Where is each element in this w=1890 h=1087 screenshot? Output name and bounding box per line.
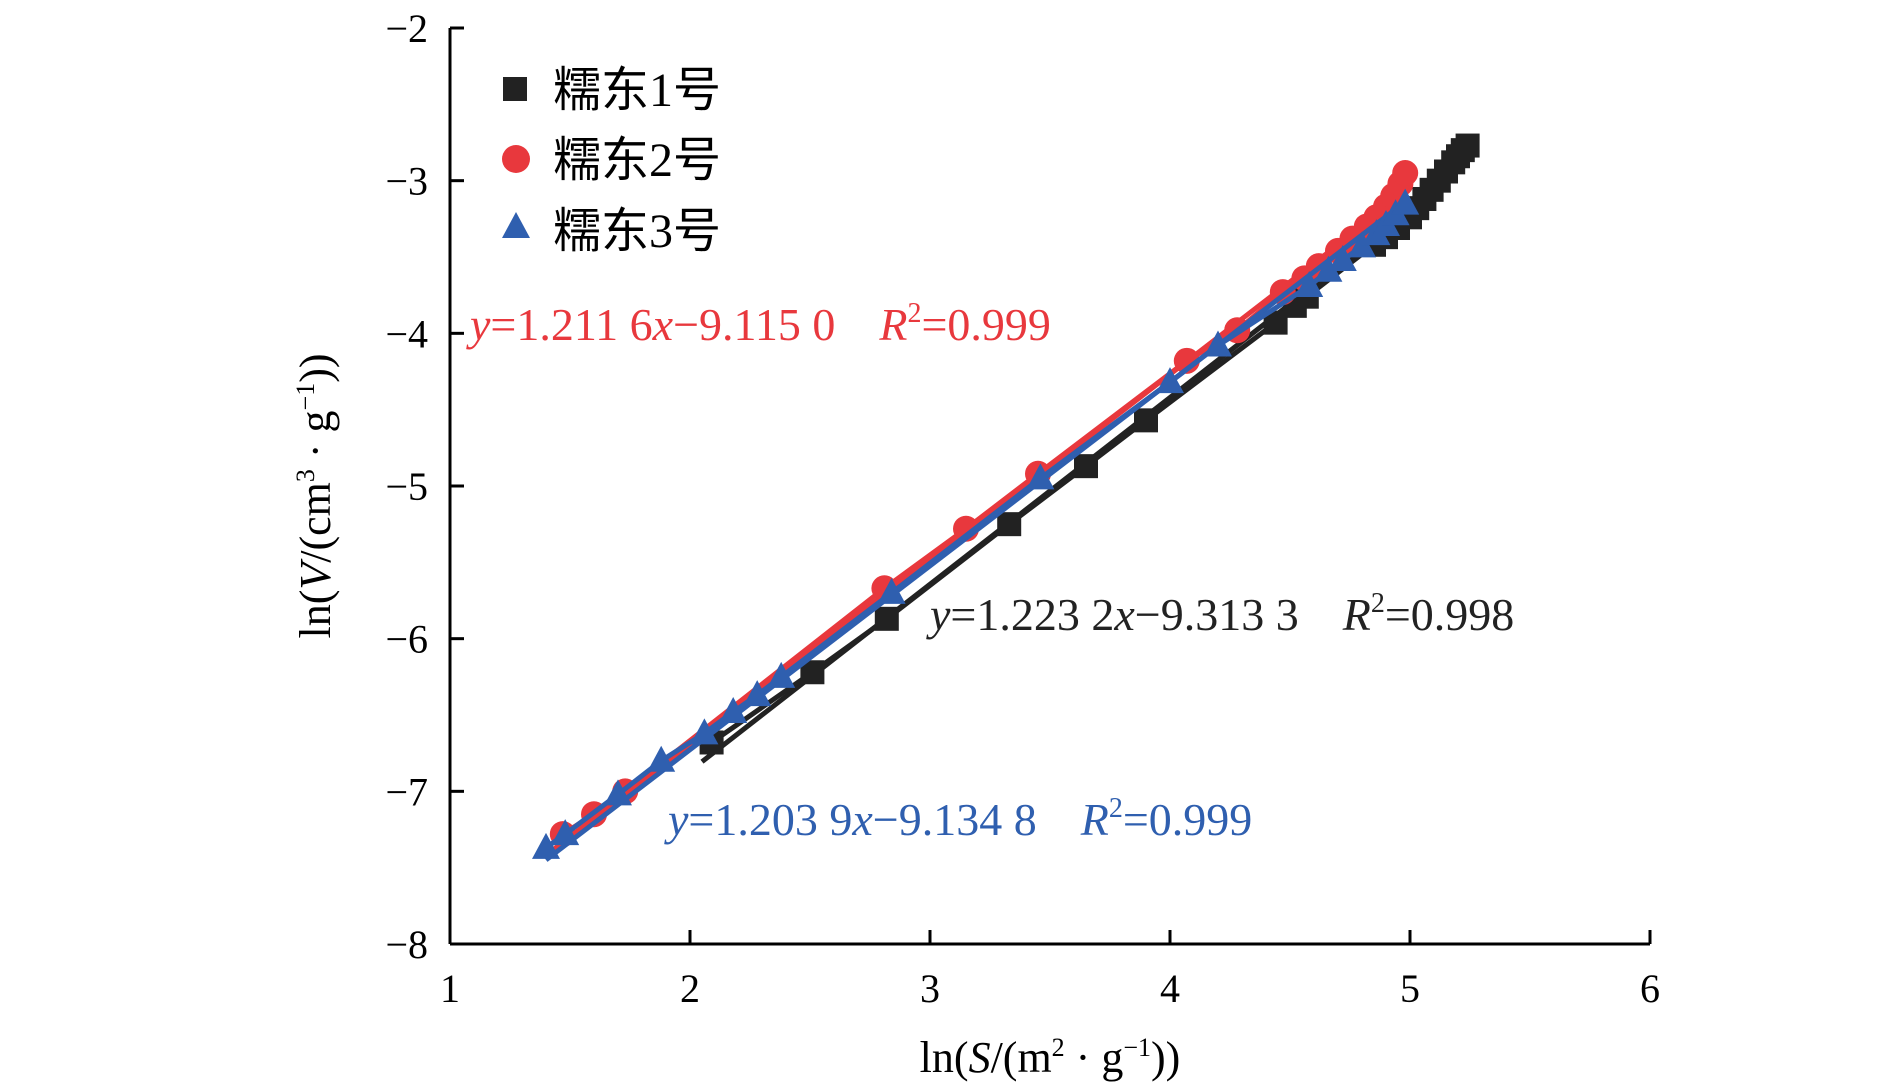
y-tick-label: −5	[385, 464, 428, 509]
y-axis-label-sup: 3	[291, 469, 320, 482]
data-point	[551, 819, 580, 846]
x-tick-label: 3	[920, 966, 940, 1011]
eq-r2: =0.998	[1385, 589, 1514, 640]
eq-r2: =0.999	[921, 299, 1050, 350]
y-axis-label: ln(V/(cm3 · g−1))	[291, 353, 340, 638]
data-point	[1328, 245, 1357, 272]
data-point	[1455, 133, 1480, 158]
eq-y: y	[466, 299, 491, 350]
y-tick-label: −4	[385, 311, 428, 356]
eq-intercept: −9.134 8	[873, 794, 1037, 845]
data-point	[647, 745, 676, 772]
data-point	[1314, 255, 1343, 282]
data-point	[690, 718, 719, 745]
y-axis-label-prefix: ln(	[291, 590, 340, 639]
y-axis-label-unit: /(cm	[291, 482, 340, 563]
y-tick-label: −3	[385, 159, 428, 204]
legend-label: 糯东3号	[553, 205, 721, 258]
equation-series-3: y=1.203 9x−9.134 8 R2=0.999	[664, 793, 1252, 845]
x-axis-label-unit: /(m	[991, 1033, 1052, 1082]
eq-r-sup: 2	[907, 298, 921, 329]
equation-series-2: y=1.211 6x−9.115 0 R2=0.999	[466, 298, 1051, 350]
eq-intercept: −9.313 3	[1135, 589, 1299, 640]
data-point	[767, 661, 796, 688]
y-tick-label: −7	[385, 769, 428, 814]
eq-y: y	[926, 589, 951, 640]
x-tick-label: 6	[1640, 966, 1660, 1011]
eq-slope: =1.211 6	[490, 299, 652, 350]
data-point	[1074, 454, 1098, 479]
y-tick-label: −2	[385, 6, 428, 51]
y-tick-label: −8	[385, 922, 428, 967]
x-tick-label: 4	[1160, 966, 1180, 1011]
eq-intercept: −9.115 0	[673, 299, 835, 350]
x-axis-label-dot: · g	[1065, 1033, 1124, 1082]
data-point	[1156, 367, 1184, 394]
eq-slope: =1.223 2	[950, 589, 1114, 640]
legend-marker-circle	[502, 145, 530, 173]
x-axis-label-sup: 2	[1052, 1033, 1065, 1062]
legend-label: 糯东2号	[553, 134, 721, 187]
y-axis-label-variable: V	[291, 558, 340, 590]
data-point	[1392, 160, 1419, 187]
series-3	[532, 188, 1420, 862]
axis-ticks: 1 2 3 4 5 6 −8 −7 −6 −5 −4 −3 −2	[385, 6, 1660, 1011]
eq-slope: =1.203 9	[688, 794, 852, 845]
data-point	[743, 680, 772, 707]
data-point	[1134, 408, 1158, 433]
eq-x: x	[1113, 589, 1135, 640]
eq-y: y	[664, 794, 689, 845]
series-line	[561, 172, 1408, 837]
data-point	[997, 512, 1022, 537]
x-axis-label: ln(S/(m2 · g−1))	[920, 1033, 1181, 1082]
y-axis-label-sup2: −1	[291, 383, 320, 411]
data-point	[874, 606, 899, 631]
data-point	[719, 696, 748, 723]
data-point	[1391, 188, 1420, 215]
plot-area	[532, 133, 1480, 862]
eq-r: R	[1080, 794, 1109, 845]
y-axis-label-dot: · g	[291, 410, 340, 469]
data-point	[1348, 231, 1376, 258]
legend: 糯东1号 糯东2号 糯东3号	[502, 64, 721, 258]
x-axis-label-suffix: ))	[1151, 1033, 1180, 1082]
data-point	[604, 779, 632, 806]
x-axis-label-prefix: ln(	[920, 1033, 969, 1082]
eq-x: x	[851, 794, 873, 845]
legend-label: 糯东1号	[553, 64, 721, 117]
data-point	[1204, 330, 1232, 357]
eq-r-sup: 2	[1109, 793, 1123, 824]
legend-marker-square	[503, 77, 527, 101]
x-tick-label: 2	[680, 966, 700, 1011]
y-axis-label-suffix: ))	[291, 353, 340, 382]
x-axis-label-variable: S	[969, 1033, 991, 1082]
data-point	[1295, 271, 1324, 298]
eq-r2: =0.999	[1123, 794, 1252, 845]
x-tick-label: 1	[440, 966, 460, 1011]
eq-r: R	[878, 299, 907, 350]
data-point	[877, 577, 906, 604]
eq-x: x	[652, 299, 674, 350]
eq-r: R	[1342, 589, 1371, 640]
y-tick-label: −6	[385, 617, 428, 662]
eq-r-sup: 2	[1371, 588, 1385, 619]
x-axis-label-sup2: −1	[1123, 1033, 1151, 1062]
legend-marker-triangle	[502, 212, 530, 238]
data-point	[532, 832, 560, 859]
data-point	[1026, 463, 1055, 490]
x-tick-label: 5	[1400, 966, 1420, 1011]
equation-series-1: y=1.223 2x−9.313 3 R2=0.998	[926, 588, 1514, 640]
